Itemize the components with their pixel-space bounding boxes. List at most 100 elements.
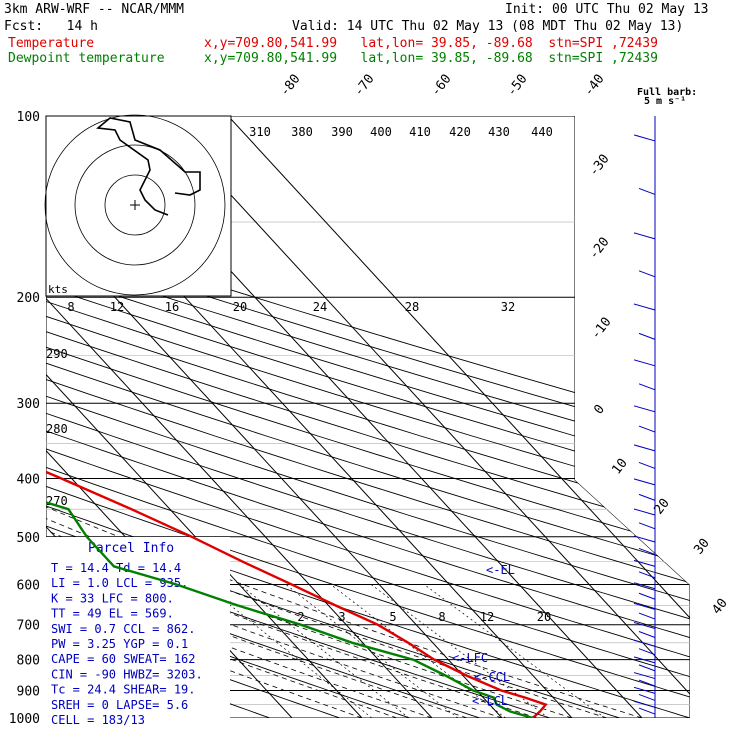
valid-time: Valid: 14 UTC Thu 02 May 13 (08 MDT Thu … xyxy=(292,19,684,34)
hodograph-ring xyxy=(44,114,226,296)
hodograph-ring xyxy=(104,174,166,236)
wind-barb xyxy=(638,548,656,555)
dewpoint-legend: Dewpoint temperature xyxy=(8,51,165,66)
parcel-row: SREH = 0 LAPSE= 5.6 xyxy=(51,698,188,712)
wind-barb xyxy=(638,592,656,600)
wind-barb xyxy=(633,582,656,590)
wind-barb xyxy=(638,631,656,638)
wind-barb xyxy=(633,672,656,680)
dry-adiabat-label: 280 xyxy=(46,422,68,436)
wind-barb xyxy=(633,232,656,240)
level-marker: <-LFC xyxy=(452,651,488,665)
wind-barb xyxy=(638,571,656,579)
dry-adiabat-label: 290 xyxy=(46,347,68,361)
mixing-ratio-label: 3 xyxy=(338,610,345,624)
isotherm-label: 0 xyxy=(591,402,608,417)
dry-adiabat xyxy=(46,116,690,718)
dry-adiabat xyxy=(46,116,690,718)
wind-barb xyxy=(633,405,656,413)
moist-adiabat xyxy=(46,296,398,718)
dry-adiabat xyxy=(46,116,690,718)
wind-barb xyxy=(638,493,656,501)
parcel-row: CELL = 183/13 xyxy=(51,713,145,727)
isotherm-label: -40 xyxy=(581,72,607,100)
wind-barb xyxy=(633,639,656,647)
mixing-ratio-line xyxy=(423,584,606,718)
moist-adiabat xyxy=(46,296,503,718)
dewpoint-location: x,y=709.80,541.99 lat,lon= 39.85, -89.68… xyxy=(204,51,658,66)
wind-barb xyxy=(633,478,656,486)
pressure-tick-label: 200 xyxy=(17,291,40,306)
dry-adiabat xyxy=(46,116,690,718)
wind-barb xyxy=(633,621,656,629)
mixing-ratio-label: 20 xyxy=(537,610,551,624)
isotherm-line xyxy=(227,116,690,718)
parcel-row: TT = 49 EL = 569. xyxy=(51,607,174,621)
mixing-ratio-label: 8 xyxy=(438,610,445,624)
mixing-ratio-line xyxy=(370,584,549,718)
level-marker: <-EL xyxy=(486,563,515,577)
isotherm-label: -20 xyxy=(586,235,612,263)
parcel-title: Parcel Info xyxy=(88,541,174,556)
wind-barb xyxy=(638,707,656,715)
dry-adiabat xyxy=(46,116,690,718)
wind-barb xyxy=(633,602,656,610)
wind-barb xyxy=(638,612,656,620)
hodograph-unit: kts xyxy=(48,283,68,296)
wind-barb xyxy=(633,508,656,516)
parcel-row: SWI = 0.7 CCL = 862. xyxy=(51,622,196,636)
pressure-tick-label: 700 xyxy=(17,619,40,634)
wind-barb xyxy=(633,359,656,367)
wind-barb xyxy=(638,425,656,433)
wind-barb xyxy=(638,383,656,391)
mixing-ratio-line xyxy=(285,584,459,718)
mixing-ratio-label: 12 xyxy=(480,610,494,624)
isotherm-line xyxy=(157,116,690,718)
isotherm-line xyxy=(46,116,363,718)
wind-barb xyxy=(638,664,656,672)
barb-key-unit: 5 m s⁻¹ xyxy=(644,96,686,107)
isotherm-line xyxy=(46,116,433,718)
theta-label: 430 xyxy=(488,125,510,139)
wind-barb xyxy=(633,656,656,664)
isotherm-label: -60 xyxy=(428,72,454,100)
hodograph-ring xyxy=(74,144,196,266)
wind-barb xyxy=(633,535,656,543)
theta-label: 410 xyxy=(409,125,431,139)
dry-adiabat xyxy=(46,116,690,718)
theta-label: 420 xyxy=(449,125,471,139)
wind-barb xyxy=(633,700,656,708)
dry-adiabat xyxy=(46,116,690,718)
wind-barb xyxy=(638,187,656,195)
isotherm-label: -10 xyxy=(588,315,614,343)
pressure-tick-label: 100 xyxy=(17,110,40,125)
hodograph-box xyxy=(45,115,232,297)
isotherm-label: -80 xyxy=(277,72,303,100)
dry-adiabat xyxy=(46,116,690,718)
theta-label: 390 xyxy=(331,125,353,139)
wind-barb xyxy=(638,648,656,656)
level-marker: <-LCL xyxy=(472,694,508,708)
theta-label: 440 xyxy=(531,125,553,139)
isotherm-label: 10 xyxy=(609,456,630,478)
hodograph-speed-label: 20 xyxy=(233,300,247,314)
parcel-row: CAPE = 60 SWEAT= 162 xyxy=(51,652,196,666)
wind-barb xyxy=(638,270,656,278)
parcel-row: K = 33 LFC = 800. xyxy=(51,591,174,605)
mixing-ratio-line xyxy=(330,584,506,718)
wind-barb xyxy=(633,134,656,142)
pressure-tick-label: 500 xyxy=(17,531,40,546)
theta-label: 310 xyxy=(249,125,271,139)
dry-adiabat xyxy=(46,116,690,718)
wind-barb xyxy=(638,332,656,340)
hodograph-speed-label: 32 xyxy=(501,300,515,314)
hodograph-speed-label: 12 xyxy=(110,300,124,314)
isotherm-label: -70 xyxy=(351,72,377,100)
dry-adiabat xyxy=(46,116,378,718)
isotherm-line xyxy=(46,116,503,718)
hodograph-origin xyxy=(130,200,140,210)
dry-adiabat xyxy=(46,116,690,718)
theta-label: 380 xyxy=(291,125,313,139)
pressure-tick-label: 800 xyxy=(17,654,40,669)
